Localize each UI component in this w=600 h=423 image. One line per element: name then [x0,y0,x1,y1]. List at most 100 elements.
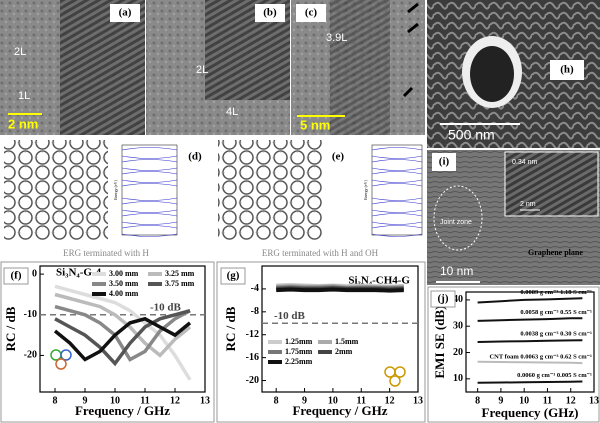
x-axis-label: Frequency / GHz [292,403,387,418]
label-box [432,153,456,171]
y-axis-label: EMI SE (dB) [432,306,447,379]
panel-frame [427,286,600,423]
panel-label: (a) [119,7,132,19]
layer-label: 3.9L [326,32,347,44]
x-tick-label: 12 [566,395,576,406]
band [121,201,178,205]
series-line [54,304,191,362]
x-tick-label: 10 [519,395,529,406]
band [121,179,178,183]
inset [504,151,599,217]
y-tick-label: -4 [251,283,259,294]
band [121,147,178,151]
y-tick-label: -10 [24,309,37,320]
series-line [477,317,583,322]
y-tick-label: 30 [453,321,463,332]
band [121,233,178,237]
label-box [325,148,351,166]
legend-label: 0.0060 g cm⁻³ 0.005 S cm⁻¹ [517,372,592,379]
inset-text: 0.34 nm [512,159,537,166]
layer-label: 2L [14,46,26,58]
x-tick-label: 9 [302,395,307,406]
legend-label: 0.0089 g cm⁻³ 1.18 S cm⁻¹ [520,289,592,296]
plot-area [465,291,595,393]
y-tick-label: -8 [251,306,259,317]
x-tick-label: 12 [385,395,395,406]
x-tick-label: 12 [170,395,180,406]
caption: ERG terminated with H and OH [262,248,379,258]
series-line [276,287,404,293]
band [121,159,178,163]
band [371,221,423,225]
structure [4,140,108,240]
band [121,213,178,217]
band [371,155,423,159]
band [121,155,178,159]
panel-d: Energy (eV) (d) ERG terminated with H [4,140,208,258]
scale-label: 5 nm [300,117,330,132]
panel-label: (h) [560,64,574,76]
axis-label: Energy (eV) [363,179,368,199]
band [371,183,423,187]
arrows [402,2,419,98]
label-box [3,267,29,285]
joint-zone-outline [433,185,483,251]
panel-a: (a) 2L 1L 2 nm [0,0,145,135]
scale-label: 10 nm [440,264,473,278]
panel-label: (d) [188,151,202,163]
band-plot [371,144,423,236]
panel-label: (b) [263,7,277,19]
y-tick-label: 0 [32,268,37,279]
band-plot [121,144,178,236]
threshold-label: -10 dB [150,301,182,313]
band [371,209,423,213]
band [371,159,423,163]
annotation: Graphene plane [528,248,583,257]
panel-c: (c) 3.9L 5 nm [291,0,425,135]
series-line [477,380,583,384]
band [371,179,423,183]
panel-label: (f) [11,270,22,282]
panel-label: (e) [332,151,345,163]
tube-hole [470,46,514,102]
panel-label: (i) [439,156,450,168]
series-line [54,292,192,358]
legend-label: 3.50 mm [109,279,139,288]
panel-frame [216,261,426,423]
legend-label: 0.0058 g cm⁻³ 0.55 S cm⁻¹ [520,309,592,316]
legend-label: 1.75mm [285,347,313,356]
bands [371,147,423,237]
panel-label: (j) [438,293,449,305]
band [371,201,423,205]
legend-label: 0.0038 g cm⁻³ 0.30 S cm⁻¹ [520,331,592,338]
layer-label: 2L [196,64,208,76]
molecule-icon [50,349,406,387]
band [371,167,423,171]
y-tick-label: 20 [453,347,463,358]
x-tick-label: 8 [53,395,58,406]
scale-label: 2 nm [8,116,38,131]
y-tick-label: 10 [453,373,463,384]
legend-label: 2.25mm [285,357,313,366]
x-tick-label: 9 [498,395,503,406]
caption: ERG terminated with H [63,248,149,258]
band [121,209,178,213]
band [371,213,423,217]
lattice [330,0,390,135]
layer-label: 1L [18,90,30,102]
y-axis-label: RC / dB [223,306,238,351]
x-tick-label: 10 [328,395,338,406]
band [121,183,178,187]
band [121,221,178,225]
structure [218,140,322,240]
panel-b: (b) 2L 4L [146,0,290,135]
panel-e: Energy (eV) (e) ERG terminated with H an… [218,140,423,258]
series-line [477,297,583,304]
legend-label: 4.00 mm [109,289,139,298]
x-tick-label: 9 [83,395,88,406]
legend-label: 3.75 mm [165,279,195,288]
x-axis-label: Frequency (GHz) [482,405,579,420]
panel-label: (c) [305,7,318,19]
